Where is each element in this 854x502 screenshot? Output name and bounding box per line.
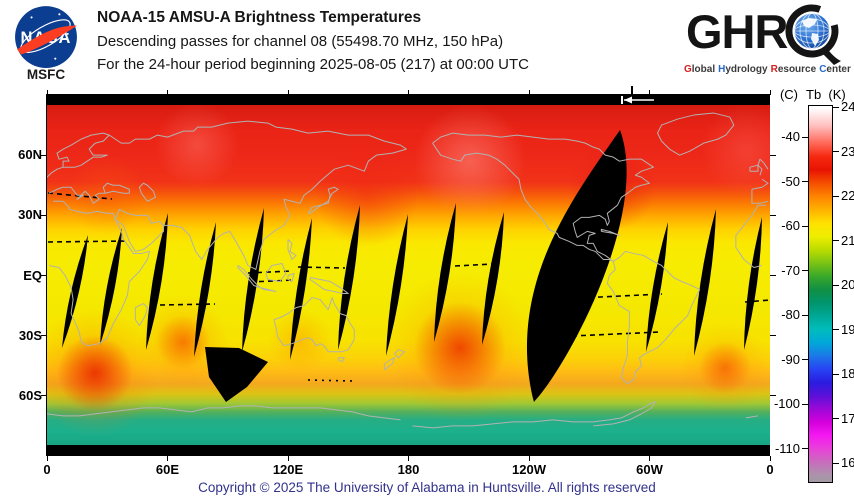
colorbar-celsius-label: -110 bbox=[774, 440, 800, 456]
brightness-temperature-map bbox=[47, 95, 770, 456]
colorbar bbox=[808, 105, 833, 483]
colorbar-celsius-tick bbox=[802, 403, 808, 405]
nasa-logo: NASA bbox=[15, 6, 77, 68]
x-axis-label: 180 bbox=[397, 462, 420, 477]
y-axis-tick-right bbox=[770, 214, 776, 216]
colorbar-kelvin-label: 180 bbox=[841, 366, 854, 381]
copyright: Copyright © 2025 The University of Alaba… bbox=[198, 480, 656, 495]
ghrc-subtitle-word: Hydrology bbox=[718, 64, 768, 75]
colorbar-celsius-label: -40 bbox=[781, 129, 800, 145]
x-axis-tick-top bbox=[287, 90, 289, 95]
y-axis-label: 60N bbox=[18, 147, 42, 163]
colorbar-celsius-tick bbox=[802, 314, 808, 316]
colorbar-kelvin-label: 170 bbox=[841, 410, 854, 426]
colorbar-celsius-tick bbox=[802, 181, 808, 183]
colorbar-kelvin-tick bbox=[833, 195, 839, 197]
y-axis-tick-right bbox=[770, 275, 776, 276]
ghrc-logo: GHR Global Hydrology Resource Ce bbox=[684, 4, 854, 82]
x-axis-label: 0 bbox=[766, 462, 774, 477]
x-axis-label: 60W bbox=[636, 462, 663, 477]
x-axis-tick-top bbox=[649, 90, 650, 95]
x-axis-tick-top bbox=[46, 90, 48, 95]
y-axis-tick-left bbox=[41, 395, 47, 397]
colorbar-kelvin-tick bbox=[833, 106, 839, 108]
colorbar-celsius-tick bbox=[802, 359, 808, 361]
colorbar-kelvin-tick bbox=[833, 240, 839, 241]
ghrc-subtitle-word: Center bbox=[819, 64, 851, 75]
colorbar-kelvin-tick bbox=[833, 373, 839, 375]
x-axis-tick-top bbox=[769, 90, 771, 95]
x-axis-tick-bottom bbox=[408, 456, 409, 461]
x-axis-tick-bottom bbox=[649, 456, 650, 461]
y-axis-label: EQ bbox=[23, 267, 42, 283]
y-axis-label: 60S bbox=[18, 387, 42, 403]
y-axis-tick-left bbox=[41, 214, 47, 216]
colorbar-kelvin-label: 210 bbox=[841, 232, 854, 248]
x-axis-tick-bottom bbox=[528, 456, 530, 461]
colorbar-kelvin-label: 200 bbox=[841, 277, 854, 292]
colorbar-celsius-label: -70 bbox=[781, 262, 800, 278]
y-axis-tick-left bbox=[41, 275, 47, 276]
x-axis-tick-bottom bbox=[167, 456, 168, 461]
subtitle-channel: Descending passes for channel 08 (55498.… bbox=[97, 32, 504, 50]
ghrc-subtitle: Global Hydrology Resource Center bbox=[684, 64, 854, 75]
y-axis-tick-right bbox=[770, 335, 776, 337]
ghrc-acronym: GHR bbox=[686, 5, 788, 58]
colorbar-celsius-label: -80 bbox=[781, 307, 800, 323]
colorbar-unit-kelvin: Tb (K) bbox=[806, 87, 846, 102]
y-axis-tick-right bbox=[770, 154, 776, 156]
x-axis-tick-bottom bbox=[46, 456, 48, 461]
x-axis-tick-top bbox=[167, 90, 168, 95]
pass-start-tick bbox=[631, 86, 633, 95]
colorbar-kelvin-tick bbox=[833, 151, 839, 152]
y-axis-tick-left bbox=[41, 335, 47, 337]
colorbar-kelvin-label: 220 bbox=[841, 188, 854, 203]
ghrc-subtitle-word: Resource bbox=[770, 64, 817, 75]
colorbar-celsius-tick bbox=[802, 136, 808, 138]
page-title: NOAA-15 AMSU-A Brightness Temperatures bbox=[97, 9, 422, 26]
y-axis-label: 30S bbox=[18, 327, 42, 343]
y-axis-tick-right bbox=[770, 395, 776, 397]
colorbar-celsius-label: -50 bbox=[781, 173, 800, 189]
subtitle-period: For the 24-hour period beginning 2025-08… bbox=[97, 56, 529, 73]
x-axis-label: 60E bbox=[155, 462, 180, 477]
x-axis-tick-top bbox=[408, 90, 409, 95]
colorbar-kelvin-label: 230 bbox=[841, 143, 854, 159]
colorbar-unit-celsius: (C) bbox=[779, 87, 799, 102]
colorbar-celsius-tick bbox=[802, 270, 808, 272]
colorbar-celsius-tick bbox=[802, 225, 808, 227]
x-axis-label: 0 bbox=[43, 462, 51, 477]
colorbar-kelvin-label: 240 bbox=[841, 99, 854, 114]
colorbar-kelvin-tick bbox=[833, 462, 839, 464]
colorbar-kelvin-tick bbox=[833, 284, 839, 286]
nasa-msfc-label: MSFC bbox=[26, 67, 66, 82]
colorbar-kelvin-label: 160 bbox=[841, 455, 854, 470]
x-axis-label: 120E bbox=[272, 462, 304, 477]
colorbar-celsius-label: -100 bbox=[773, 396, 800, 412]
y-axis-tick-left bbox=[41, 154, 47, 156]
colorbar-kelvin-tick bbox=[833, 329, 839, 330]
colorbar-celsius-label: -60 bbox=[781, 218, 800, 234]
colorbar-kelvin-tick bbox=[833, 418, 839, 419]
x-axis-tick-bottom bbox=[287, 456, 289, 461]
x-axis-tick-bottom bbox=[769, 456, 771, 461]
colorbar-kelvin-label: 190 bbox=[841, 321, 854, 337]
colorbar-celsius-label: -90 bbox=[781, 351, 800, 367]
y-axis-label: 30N bbox=[18, 207, 42, 223]
ghrc-subtitle-word: Global bbox=[684, 64, 716, 75]
x-axis-label: 120W bbox=[512, 462, 546, 477]
ghrc-globe-icon bbox=[785, 4, 841, 65]
colorbar-celsius-tick bbox=[802, 448, 808, 450]
x-axis-tick-top bbox=[528, 90, 530, 95]
